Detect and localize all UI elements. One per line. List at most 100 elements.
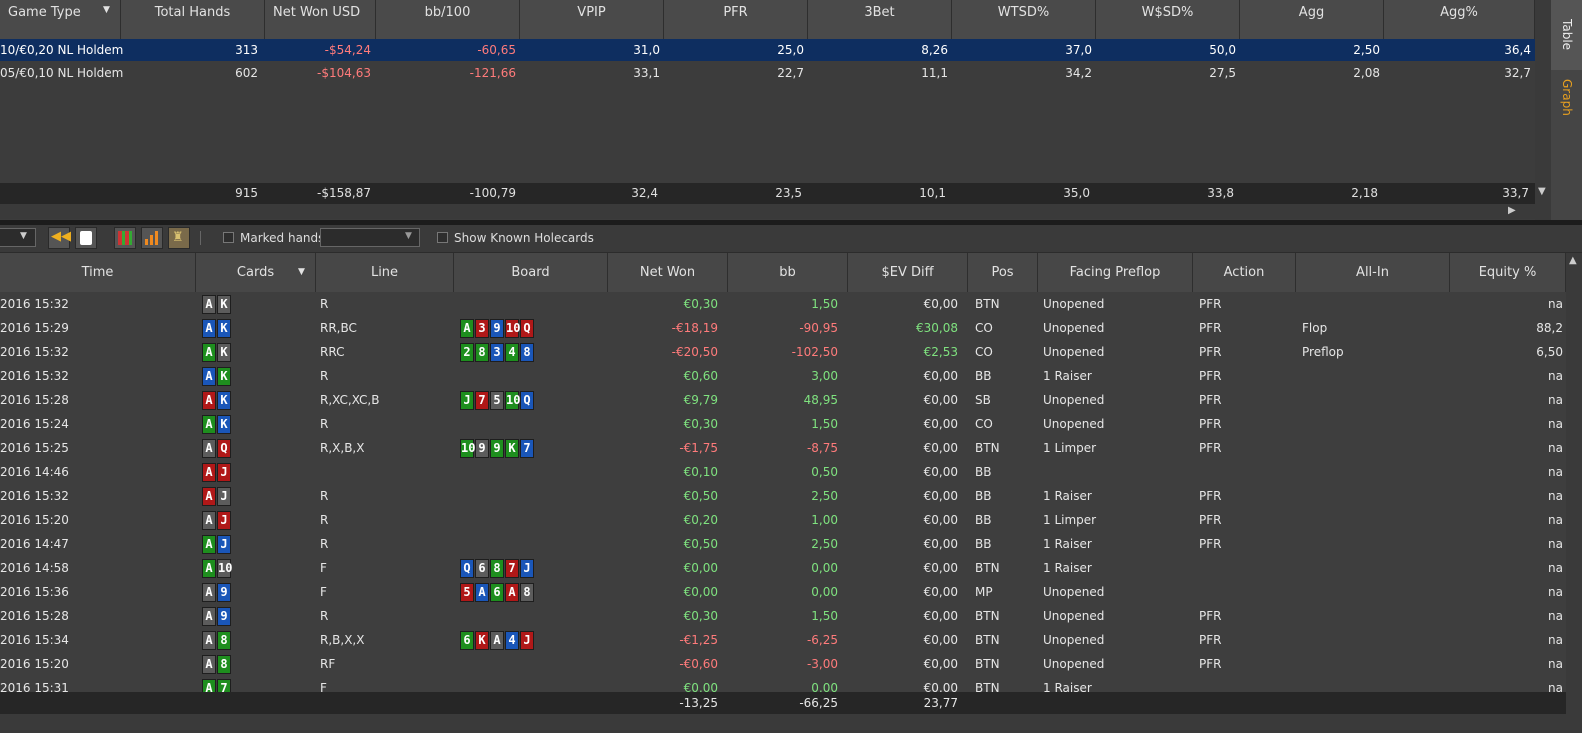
marked-hands-checkbox[interactable] [223,232,234,243]
rewind-button[interactable]: ◀◀ [48,227,71,249]
scroll-down-icon[interactable]: ▼ [1538,186,1546,197]
card: A [490,631,504,650]
pos-cell: BB [975,369,992,383]
hand-range-button[interactable] [114,227,136,249]
ev-diff-cell: €0,00 [923,369,958,383]
hand-row[interactable]: 2016 15:25 R,X,B,X -€1,75 -8,75 €0,00 BTN 1 Li… [0,436,1566,460]
hand-row[interactable]: 2016 15:29 RR,BC -€18,19 -90,95 €30,08 CO Unop… [0,316,1566,340]
column-header-pos[interactable]: Pos [968,253,1038,292]
replay-cards-button[interactable] [75,227,97,249]
column-header-action[interactable]: Action [1193,253,1296,292]
column-header-vpip[interactable]: VPIP [520,0,664,40]
vertical-scrollbar[interactable]: ▲ [1566,253,1582,714]
hand-row[interactable]: 2016 14:58 F €0,00 0,00 €0,00 BTN 1 Raiser na A 1… [0,556,1566,580]
vertical-scrollbar[interactable]: ▼ [1535,0,1551,220]
hand-row[interactable]: 2016 15:28 R,XC,XC,B €9,79 48,95 €0,00 SB Unop… [0,388,1566,412]
column-header-game-type[interactable]: Game Type ▼ [0,0,121,40]
game-type-cell: 05/€0,10 NL Holdem [0,66,124,80]
hand-row[interactable]: 2016 15:32 R €0,30 1,50 €0,00 BTN Unopened PFR n… [0,292,1566,316]
net-won-total: -$158,87 [317,186,371,200]
tab-table[interactable]: Table [1551,0,1582,70]
pane-splitter[interactable] [0,220,1582,225]
hand-row[interactable]: 2016 15:31 F €0,00 0,00 €0,00 BTN 1 Raiser na A 7 [0,676,1566,692]
show-known-holecards-checkbox[interactable] [437,232,448,243]
column-header-agg-pct[interactable]: Agg% [1384,0,1535,40]
card: 8 [217,655,231,674]
hand-row[interactable]: 2016 15:28 R €0,30 1,50 €0,00 BTN Unopened PFR n… [0,604,1566,628]
bar-chart-icon [150,235,153,245]
column-header-wsd[interactable]: W$SD% [1096,0,1240,40]
column-header-cards[interactable]: Cards ▼ [196,253,316,292]
pos-cell: BB [975,513,992,527]
card: J [217,487,231,506]
column-header-all-in[interactable]: All-In [1296,253,1450,292]
column-header-time[interactable]: Time [0,253,196,292]
column-header-pfr[interactable]: PFR [664,0,808,40]
marked-hands-dropdown[interactable]: ▼ [320,228,420,247]
column-header-bb[interactable]: bb [728,253,848,292]
hand-row[interactable]: 2016 15:24 R €0,30 1,50 €0,00 CO Unopened PFR na… [0,412,1566,436]
facing-preflop-cell: Unopened [1043,657,1105,671]
card: A [202,415,216,434]
column-header-equity[interactable]: Equity % [1450,253,1566,292]
chart-button[interactable] [141,227,163,249]
hand-row[interactable]: 2016 15:34 R,B,X,X -€1,25 -6,25 €0,00 BTN Unop… [0,628,1566,652]
agg-cell: 2,08 [1353,66,1380,80]
horizontal-scrollbar[interactable]: ▶ [0,204,1535,219]
hand-row[interactable]: 2016 15:36 F €0,00 0,00 €0,00 MP Unopened na A 9 5… [0,580,1566,604]
hand-row[interactable]: 2016 14:46 €0,10 0,50 €0,00 BB na A J [0,460,1566,484]
action-cell: PFR [1199,369,1222,383]
marked-hands-label: Marked hands [240,231,325,245]
scroll-right-icon[interactable]: ▶ [1508,205,1516,216]
column-header-facing-preflop[interactable]: Facing Preflop [1038,253,1193,292]
column-header-board[interactable]: Board [454,253,608,292]
chevron-down-icon: ▼ [405,231,412,241]
pos-cell: BTN [975,441,1000,455]
column-header-net-won[interactable]: Net Won USD [265,0,376,40]
hand-row[interactable]: 2016 15:32 R €0,60 3,00 €0,00 BB 1 Raiser PFR na… [0,364,1566,388]
column-header-wtsd[interactable]: WTSD% [952,0,1096,40]
hand-row[interactable]: 2016 15:32 RRC -€20,50 -102,50 €2,53 CO Unopen… [0,340,1566,364]
line-cell: R,B,X,X [320,633,365,647]
action-cell: PFR [1199,609,1222,623]
board-cards [460,676,600,692]
bb100-cell: -121,66 [469,66,516,80]
column-header-bb100[interactable]: bb/100 [376,0,520,40]
scroll-up-icon[interactable]: ▲ [1569,255,1577,266]
time-cell: 2016 15:36 [0,585,69,599]
stats-row[interactable]: 05/€0,10 NL Holdem 602 -$104,63 -121,66 … [0,62,1535,84]
card: A [202,295,216,314]
hand-row[interactable]: 2016 15:32 R €0,50 2,50 €0,00 BB 1 Raiser PFR na… [0,484,1566,508]
card: 9 [490,439,504,458]
card: 7 [520,439,534,458]
card: Q [460,559,474,578]
pos-cell: BTN [975,681,1000,692]
column-header-line[interactable]: Line [316,253,454,292]
filter-dropdown[interactable]: ▼ [0,228,36,247]
card: K [217,295,231,314]
horizontal-scrollbar[interactable] [0,714,1582,733]
hand-row[interactable]: 2016 14:47 R €0,50 2,50 €0,00 BB 1 Raiser PFR na… [0,532,1566,556]
action-cell: PFR [1199,417,1222,431]
time-cell: 2016 15:24 [0,417,69,431]
bb-cell: -8,75 [806,441,838,455]
hand-row[interactable]: 2016 15:20 RF -€0,60 -3,00 €0,00 BTN Unopened P… [0,652,1566,676]
stats-row-selected[interactable]: 10/€0,20 NL Holdem 313 -$54,24 -60,65 31… [0,39,1535,61]
trophy-button[interactable]: ♜ [168,227,190,249]
card: 8 [475,343,489,362]
column-header-ev-diff[interactable]: $EV Diff [848,253,968,292]
column-header-total-hands[interactable]: Total Hands [121,0,265,40]
facing-preflop-cell: 1 Raiser [1043,537,1092,551]
column-header-net-won[interactable]: Net Won [608,253,728,292]
hands-table-body: 2016 15:32 R €0,30 1,50 €0,00 BTN Unopened PFR n… [0,292,1566,692]
hand-row[interactable]: 2016 15:20 R €0,20 1,00 €0,00 BB 1 Limper PFR na… [0,508,1566,532]
net-won-cell: €0,00 [683,681,718,692]
tab-graph[interactable]: Graph [1560,78,1574,116]
column-header-agg[interactable]: Agg [1240,0,1384,40]
column-header-3bet[interactable]: 3Bet [808,0,952,40]
